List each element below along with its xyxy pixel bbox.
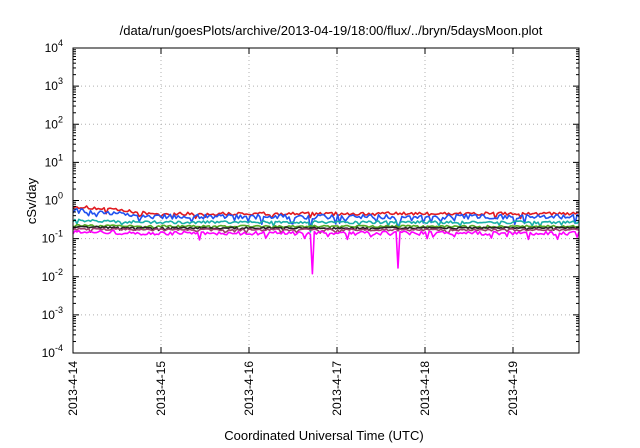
series-line [72, 227, 580, 234]
x-axis-ticks: 2013-4-14 2013-4-15 2013-4-16 2013-4-17 2013… [66, 48, 520, 416]
y-tick-label: 10-4 [42, 343, 63, 360]
series-line [72, 205, 580, 220]
x-axis-label: Coordinated Universal Time (UTC) [224, 428, 423, 443]
y-tick-label: 10-2 [42, 267, 63, 284]
x-tick-label: 2013-4-16 [242, 361, 256, 416]
x-tick-label: 2013-4-18 [418, 361, 432, 416]
x-tick-label: 2013-4-19 [506, 361, 520, 416]
y-axis-label: cSv/day [24, 177, 39, 224]
y-tick-label: 102 [45, 114, 63, 131]
grid-lines [73, 48, 579, 353]
y-tick-label: 101 [45, 152, 63, 169]
series-line [72, 229, 580, 275]
y-tick-label: 100 [45, 191, 63, 208]
y-tick-label: 10-3 [42, 305, 63, 322]
y-tick-label: 104 [45, 38, 63, 55]
series-lines [72, 205, 580, 275]
x-tick-label: 2013-4-17 [330, 361, 344, 416]
y-axis-ticks: 10-4 10-3 10-2 10-1 100 101 102 103 104 [42, 38, 579, 360]
x-tick-label: 2013-4-14 [66, 361, 80, 416]
x-tick-label: 2013-4-15 [154, 361, 168, 416]
y-tick-label: 10-1 [42, 229, 63, 246]
y-tick-label: 103 [45, 76, 63, 93]
chart-title: /data/run/goesPlots/archive/2013-04-19/1… [120, 23, 543, 38]
series-line [72, 218, 580, 233]
series-line [72, 207, 580, 230]
